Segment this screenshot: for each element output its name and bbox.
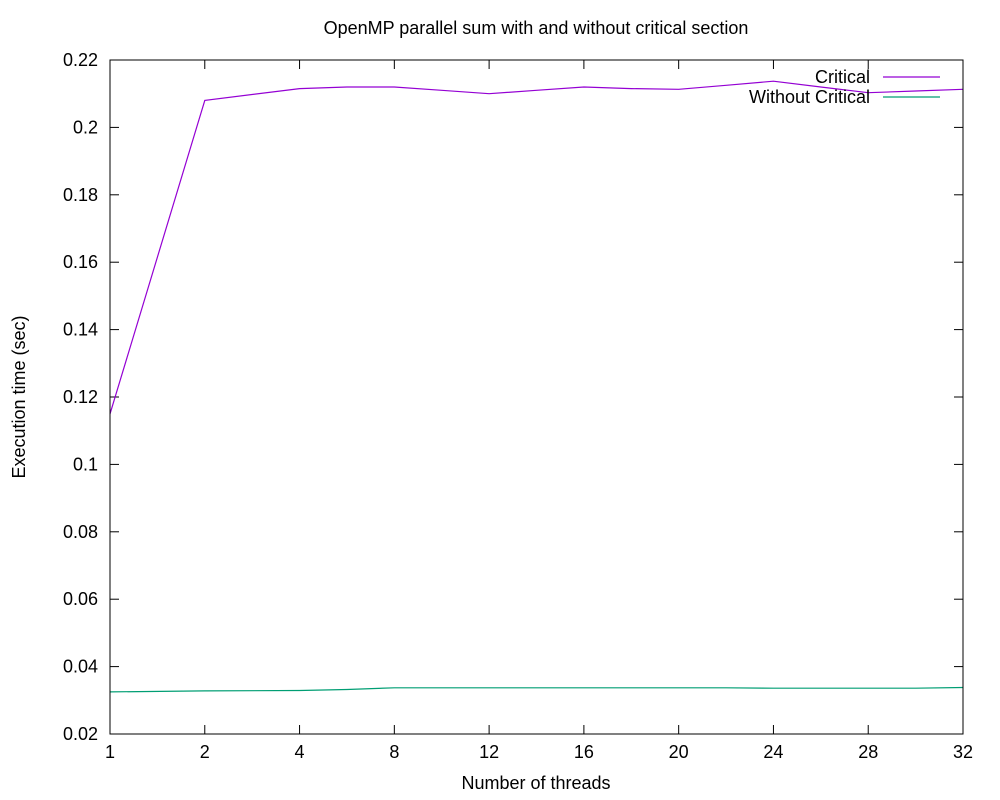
series-line-critical	[109, 80, 964, 415]
x-tick-label: 8	[389, 742, 399, 762]
x-tick-label: 24	[763, 742, 783, 762]
y-tick-label: 0.08	[63, 522, 98, 542]
series-line-without-critical	[109, 686, 964, 693]
x-tick-label: 4	[295, 742, 305, 762]
y-tick-label: 0.06	[63, 589, 98, 609]
x-axis-label: Number of threads	[461, 773, 610, 793]
legend-label: Critical	[815, 67, 870, 87]
x-tick-label: 32	[953, 742, 973, 762]
y-axis: 0.02 0.04 0.06 0.08 0.1 0.12 0.14 0.16 0.18 0.2 0.…	[63, 50, 963, 744]
plot-series	[109, 80, 964, 693]
y-tick-label: 0.1	[73, 454, 98, 474]
y-tick-label: 0.04	[63, 657, 98, 677]
legend-label: Without Critical	[749, 87, 870, 107]
y-tick-label: 0.02	[63, 724, 98, 744]
y-tick-label: 0.12	[63, 387, 98, 407]
x-tick-label: 1	[105, 742, 115, 762]
x-tick-label: 2	[200, 742, 210, 762]
x-axis: 1 2 4 8 12 16 20 24 28 32	[105, 60, 973, 762]
y-tick-label: 0.14	[63, 320, 98, 340]
plot-frame	[109, 59, 964, 735]
chart-title: OpenMP parallel sum with and without cri…	[324, 18, 749, 38]
y-tick-label: 0.22	[63, 50, 98, 70]
y-tick-label: 0.2	[73, 117, 98, 137]
x-tick-label: 12	[479, 742, 499, 762]
x-tick-label: 20	[669, 742, 689, 762]
y-tick-label: 0.18	[63, 185, 98, 205]
y-tick-label: 0.16	[63, 252, 98, 272]
y-axis-label: Execution time (sec)	[9, 315, 29, 478]
x-tick-label: 28	[858, 742, 878, 762]
x-tick-label: 16	[574, 742, 594, 762]
